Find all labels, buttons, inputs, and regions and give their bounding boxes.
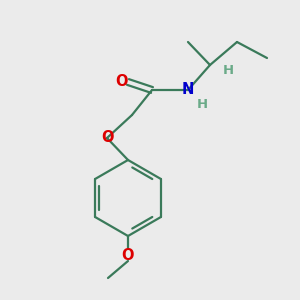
Text: O: O (101, 130, 113, 146)
Text: O: O (116, 74, 128, 89)
Text: N: N (182, 82, 194, 98)
Text: O: O (122, 248, 134, 262)
Text: H: H (196, 98, 208, 110)
Text: H: H (222, 64, 234, 76)
